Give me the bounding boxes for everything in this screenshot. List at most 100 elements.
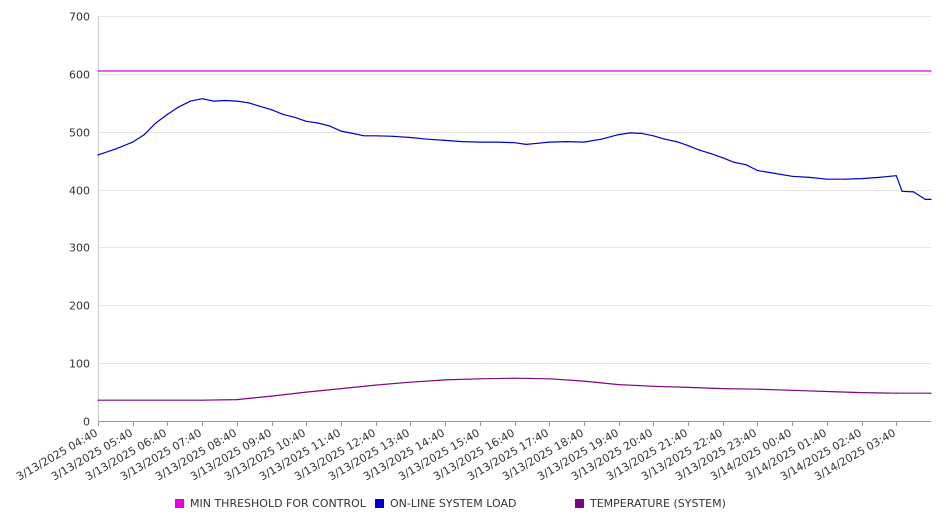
data-point-system-load bbox=[178, 106, 180, 108]
legend-label-min-threshold: MIN THRESHOLD FOR CONTROL bbox=[190, 497, 366, 510]
data-point-temperature bbox=[583, 380, 585, 382]
data-point-temperature bbox=[479, 378, 481, 380]
data-point-min-threshold bbox=[930, 70, 932, 72]
data-point-system-load bbox=[259, 105, 261, 107]
data-point-temperature bbox=[756, 388, 759, 390]
data-point-system-load bbox=[687, 145, 689, 147]
legend-item-system-load: ON-LINE SYSTEM LOAD bbox=[375, 497, 516, 510]
data-point-system-load bbox=[537, 142, 539, 144]
data-point-system-load bbox=[652, 135, 654, 137]
y-tick-label: 0 bbox=[83, 416, 90, 429]
legend-swatch-temperature bbox=[575, 499, 584, 508]
y-tick-labels: 0 100 200 300 400 500 600 700 bbox=[69, 11, 90, 429]
data-point-temperature bbox=[513, 377, 516, 379]
y-tick-label: 200 bbox=[69, 300, 90, 313]
data-point-system-load bbox=[843, 178, 845, 180]
data-point-temperature bbox=[270, 395, 273, 397]
data-point-system-load bbox=[878, 176, 880, 178]
y-tick-label: 300 bbox=[69, 242, 90, 255]
data-point-system-load bbox=[699, 149, 701, 151]
data-point-system-load bbox=[496, 141, 498, 143]
data-point-system-load bbox=[664, 138, 666, 140]
data-point-system-load bbox=[351, 132, 354, 134]
data-point-temperature bbox=[444, 379, 446, 381]
data-point-temperature bbox=[305, 391, 307, 393]
series-line-temperature bbox=[98, 377, 931, 401]
data-point-system-load bbox=[201, 98, 203, 100]
series-line-system-load bbox=[97, 98, 931, 200]
data-point-system-load bbox=[479, 141, 481, 143]
data-point-system-load bbox=[826, 178, 828, 180]
legend-swatch-system-load bbox=[375, 499, 384, 508]
data-point-temperature bbox=[340, 388, 342, 390]
data-point-system-load bbox=[270, 109, 273, 111]
series-layer bbox=[97, 70, 932, 401]
data-point-system-load bbox=[224, 99, 226, 102]
data-point-system-load bbox=[155, 122, 157, 124]
data-point-temperature bbox=[687, 386, 689, 388]
y-tick-label: 600 bbox=[69, 69, 90, 82]
data-point-system-load bbox=[282, 113, 284, 115]
data-point-system-load bbox=[710, 153, 712, 155]
data-point-system-load bbox=[236, 100, 238, 102]
data-point-system-load bbox=[675, 141, 678, 143]
data-point-system-load bbox=[901, 190, 903, 192]
y-tick-label: 500 bbox=[69, 127, 90, 140]
data-point-system-load bbox=[305, 120, 307, 122]
data-point-temperature bbox=[409, 381, 411, 383]
data-point-system-load bbox=[190, 100, 192, 102]
data-point-system-load bbox=[808, 176, 811, 178]
data-point-system-load bbox=[583, 141, 585, 143]
data-point-system-load bbox=[861, 178, 863, 180]
data-point-temperature bbox=[97, 399, 99, 401]
data-point-system-load bbox=[756, 169, 759, 172]
data-point-temperature bbox=[722, 388, 724, 390]
legend: MIN THRESHOLD FOR CONTROL ON-LINE SYSTEM… bbox=[0, 497, 946, 515]
data-point-system-load bbox=[461, 141, 463, 143]
data-point-system-load bbox=[247, 102, 249, 104]
data-point-system-load bbox=[913, 191, 915, 193]
data-point-system-load bbox=[427, 138, 429, 140]
data-point-temperature bbox=[861, 392, 863, 394]
legend-label-system-load: ON-LINE SYSTEM LOAD bbox=[390, 497, 517, 510]
data-point-min-threshold bbox=[97, 70, 99, 72]
y-tick-label: 100 bbox=[69, 358, 90, 371]
data-point-temperature bbox=[652, 385, 654, 387]
data-point-temperature bbox=[618, 384, 620, 386]
data-point-temperature bbox=[201, 399, 203, 401]
data-point-system-load bbox=[566, 141, 568, 143]
data-point-system-load bbox=[930, 198, 932, 200]
data-point-system-load bbox=[791, 175, 793, 177]
data-point-temperature bbox=[791, 389, 793, 391]
data-point-system-load bbox=[375, 135, 377, 137]
data-point-temperature bbox=[930, 392, 932, 394]
data-point-system-load bbox=[317, 122, 319, 124]
legend-swatch-min-threshold bbox=[175, 499, 184, 508]
data-point-system-load bbox=[363, 135, 365, 137]
data-point-system-load bbox=[114, 148, 116, 150]
data-point-system-load bbox=[895, 175, 897, 177]
data-point-system-load bbox=[213, 100, 215, 102]
data-point-system-load bbox=[97, 154, 99, 156]
legend-label-temperature: TEMPERATURE (SYSTEM) bbox=[590, 497, 726, 510]
data-point-system-load bbox=[132, 141, 134, 143]
y-tick-label: 400 bbox=[69, 185, 90, 198]
data-point-system-load bbox=[600, 138, 602, 140]
data-point-temperature bbox=[548, 378, 550, 380]
data-point-temperature bbox=[375, 384, 377, 386]
data-point-system-load bbox=[745, 164, 747, 166]
data-point-system-load bbox=[618, 134, 620, 136]
data-point-system-load bbox=[444, 139, 446, 141]
data-point-system-load bbox=[525, 143, 527, 145]
data-point-system-load bbox=[513, 142, 516, 144]
legend-item-temperature: TEMPERATURE (SYSTEM) bbox=[575, 497, 726, 510]
data-point-system-load bbox=[340, 130, 342, 132]
axis-layer bbox=[98, 16, 931, 426]
data-point-system-load bbox=[641, 132, 643, 134]
data-point-system-load bbox=[548, 141, 550, 143]
data-point-system-load bbox=[924, 198, 926, 200]
data-point-system-load bbox=[166, 113, 168, 115]
legend-item-min-threshold: MIN THRESHOLD FOR CONTROL bbox=[175, 497, 366, 510]
grid-layer bbox=[98, 16, 931, 364]
